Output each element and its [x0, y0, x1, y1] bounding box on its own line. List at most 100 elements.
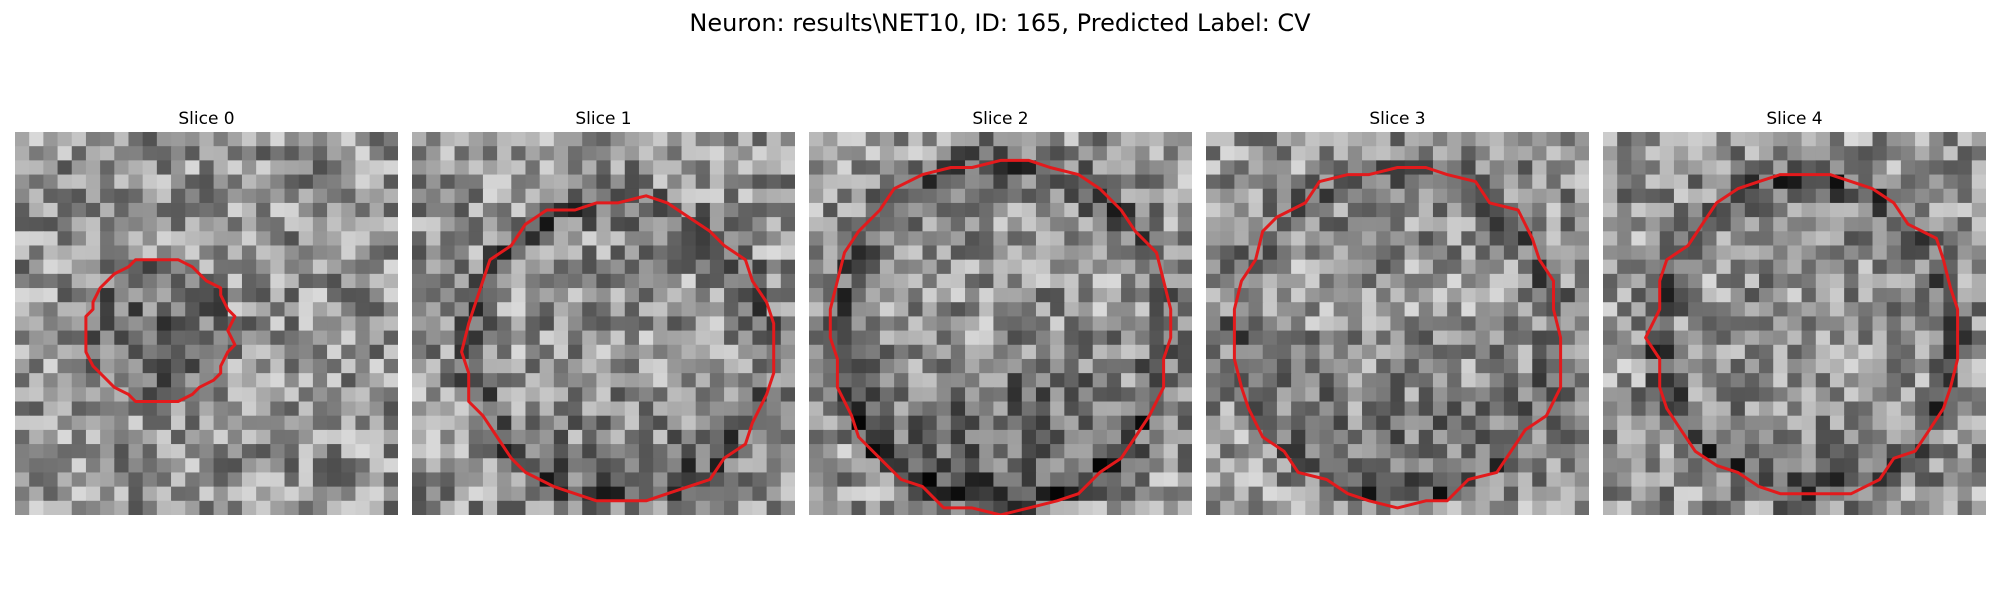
- image-pixel: [1646, 458, 1661, 473]
- image-pixel: [313, 302, 328, 317]
- image-pixel: [1716, 359, 1731, 374]
- image-pixel: [1107, 487, 1122, 502]
- image-pixel: [738, 316, 753, 331]
- image-pixel: [199, 458, 214, 473]
- image-pixel: [29, 472, 44, 487]
- image-pixel: [682, 359, 697, 374]
- image-pixel: [242, 203, 257, 218]
- image-pixel: [1234, 416, 1249, 431]
- image-pixel: [1334, 430, 1349, 445]
- image-pixel: [327, 501, 342, 515]
- image-pixel: [1802, 316, 1817, 331]
- image-pixel: [1476, 260, 1491, 275]
- image-pixel: [355, 245, 370, 260]
- image-pixel: [1050, 231, 1065, 246]
- image-pixel: [1674, 501, 1689, 515]
- image-pixel: [440, 373, 455, 388]
- image-pixel: [256, 288, 271, 303]
- image-pixel: [1958, 302, 1973, 317]
- image-pixel: [852, 373, 867, 388]
- image-pixel: [752, 245, 767, 260]
- image-pixel: [1206, 288, 1221, 303]
- image-pixel: [781, 472, 795, 487]
- image-pixel: [767, 217, 782, 232]
- image-pixel: [313, 160, 328, 175]
- image-pixel: [1050, 245, 1065, 260]
- image-pixel: [937, 231, 952, 246]
- image-pixel: [1305, 345, 1320, 360]
- image-pixel: [724, 501, 739, 515]
- image-pixel: [1688, 132, 1703, 147]
- image-pixel: [1702, 501, 1717, 515]
- image-pixel: [15, 302, 30, 317]
- image-pixel: [1887, 487, 1902, 502]
- image-pixel: [908, 387, 923, 402]
- image-pixel: [1929, 331, 1944, 346]
- image-pixel: [1972, 316, 1986, 331]
- image-pixel: [355, 260, 370, 275]
- image-pixel: [1390, 345, 1405, 360]
- image-pixel: [256, 132, 271, 147]
- image-pixel: [1873, 203, 1888, 218]
- image-pixel: [228, 231, 243, 246]
- image-pixel: [1858, 402, 1873, 417]
- image-pixel: [1929, 373, 1944, 388]
- image-pixel: [1858, 316, 1873, 331]
- image-pixel: [1249, 345, 1264, 360]
- image-pixel: [738, 501, 753, 515]
- image-pixel: [639, 345, 654, 360]
- image-pixel: [1476, 302, 1491, 317]
- image-pixel: [1518, 331, 1533, 346]
- image-pixel: [639, 203, 654, 218]
- image-pixel: [100, 444, 115, 459]
- image-pixel: [1575, 175, 1589, 190]
- image-pixel: [1646, 288, 1661, 303]
- image-pixel: [1603, 316, 1618, 331]
- image-pixel: [143, 345, 158, 360]
- image-pixel: [483, 231, 498, 246]
- image-pixel: [114, 373, 129, 388]
- image-pixel: [1972, 203, 1986, 218]
- image-pixel: [525, 345, 540, 360]
- image-pixel: [313, 175, 328, 190]
- image-pixel: [114, 501, 129, 515]
- image-pixel: [1319, 203, 1334, 218]
- image-pixel: [1972, 231, 1986, 246]
- image-pixel: [1731, 359, 1746, 374]
- image-pixel: [937, 203, 952, 218]
- image-pixel: [1972, 444, 1986, 459]
- image-pixel: [852, 402, 867, 417]
- image-pixel: [72, 260, 87, 275]
- image-pixel: [1887, 331, 1902, 346]
- image-pixel: [214, 316, 229, 331]
- image-pixel: [1816, 274, 1831, 289]
- image-pixel: [43, 373, 58, 388]
- image-pixel: [1490, 487, 1505, 502]
- image-pixel: [497, 345, 512, 360]
- image-pixel: [1064, 472, 1079, 487]
- image-pixel: [1887, 472, 1902, 487]
- image-pixel: [993, 316, 1008, 331]
- image-pixel: [696, 245, 711, 260]
- image-pixel: [1958, 175, 1973, 190]
- image-pixel: [1390, 175, 1405, 190]
- image-pixel: [625, 472, 640, 487]
- image-pixel: [43, 402, 58, 417]
- image-pixel: [1575, 402, 1589, 417]
- image-pixel: [1050, 316, 1065, 331]
- image-pixel: [639, 458, 654, 473]
- image-pixel: [1093, 444, 1108, 459]
- image-pixel: [412, 274, 427, 289]
- image-pixel: [29, 245, 44, 260]
- image-pixel: [965, 345, 980, 360]
- image-pixel: [809, 288, 824, 303]
- image-pixel: [1064, 387, 1079, 402]
- image-pixel: [809, 245, 824, 260]
- image-pixel: [1376, 189, 1391, 204]
- image-pixel: [1631, 359, 1646, 374]
- image-pixel: [894, 302, 909, 317]
- image-pixel: [767, 402, 782, 417]
- image-pixel: [1646, 501, 1661, 515]
- image-pixel: [582, 302, 597, 317]
- image-pixel: [611, 203, 626, 218]
